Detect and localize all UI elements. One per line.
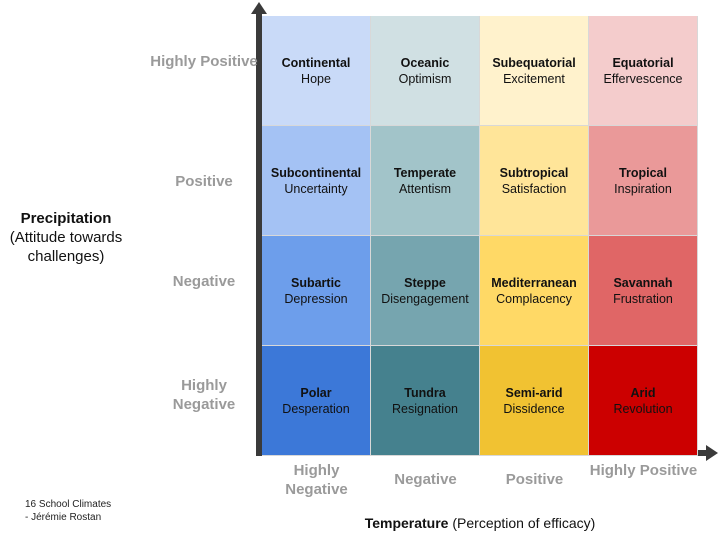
cell-subtitle: Frustration [613, 291, 673, 306]
cell-equatorial: Equatorial Effervescence [589, 16, 698, 126]
cell-title: Polar [300, 385, 332, 400]
cell-title: Oceanic [400, 55, 450, 70]
x-axis-title-sub: (Perception of efficacy) [452, 515, 596, 531]
cell-title: Subcontinental [270, 165, 362, 180]
cell-oceanic: Oceanic Optimism [371, 16, 480, 126]
cell-tundra: Tundra Resignation [371, 346, 480, 456]
y-axis-line [256, 12, 262, 456]
cell-subtitle: Complacency [496, 291, 572, 306]
cell-subtitle: Satisfaction [501, 181, 567, 196]
cell-subtitle: Revolution [613, 401, 673, 416]
cell-subtitle: Dissidence [503, 401, 565, 416]
cell-title: Continental [281, 55, 351, 70]
credit: 16 School Climates - Jérémie Rostan [25, 498, 111, 524]
cell-steppe: Steppe Disengagement [371, 236, 480, 346]
credit-line-1: 16 School Climates [25, 499, 112, 510]
cell-temperate: Temperate Attentism [371, 126, 480, 236]
cell-arid: Arid Revolution [589, 346, 698, 456]
x-label-highly-positive: Highly Positive [589, 462, 698, 479]
cell-title: Arid [630, 385, 656, 400]
x-axis-title-main: Temperature [364, 515, 449, 531]
cell-subtitle: Uncertainty [284, 181, 348, 196]
cell-title: Savannah [613, 275, 673, 290]
y-axis-title-main: Precipitation [20, 210, 112, 227]
cell-tropical: Tropical Inspiration [589, 126, 698, 236]
climate-grid: Continental Hope Oceanic Optimism Subequ… [262, 16, 698, 456]
cell-subcontinental: Subcontinental Uncertainty [262, 126, 371, 236]
cell-title: Subtropical [499, 165, 569, 180]
cell-subtitle: Disengagement [381, 291, 469, 306]
cell-semi-arid: Semi-arid Dissidence [480, 346, 589, 456]
cell-title: Equatorial [612, 55, 674, 70]
y-label-highly-positive: Highly Positive [150, 53, 258, 70]
cell-subtitle: Desperation [282, 401, 350, 416]
x-axis-title: Temperature (Perception of efficacy) [262, 514, 698, 532]
cell-title: Tundra [404, 385, 446, 400]
cell-subtitle: Optimism [398, 71, 452, 86]
cell-title: Semi-arid [505, 385, 563, 400]
cell-savannah: Savannah Frustration [589, 236, 698, 346]
cell-title: Temperate [393, 165, 457, 180]
cell-subtitle: Effervescence [603, 71, 683, 86]
credit-line-2: - Jérémie Rostan [25, 512, 102, 523]
cell-subtitle: Attentism [398, 181, 452, 196]
x-label-positive: Positive [505, 471, 564, 488]
x-label-negative: Negative [394, 471, 457, 488]
y-axis-title: Precipitation (Attitude towards challeng… [0, 209, 132, 266]
y-label-positive: Positive [175, 173, 233, 190]
cell-subtropical: Subtropical Satisfaction [480, 126, 589, 236]
x-label-highly-negative: Highly Negative [285, 462, 348, 498]
cell-subartic: Subartic Depression [262, 236, 371, 346]
cell-mediterranean: Mediterranean Complacency [480, 236, 589, 346]
cell-subtitle: Resignation [391, 401, 458, 416]
cell-title: Subequatorial [492, 55, 576, 70]
cell-subtitle: Inspiration [614, 181, 672, 196]
y-label-highly-negative: Highly Negative [172, 377, 236, 413]
y-label-negative: Negative [172, 273, 236, 290]
cell-title: Steppe [404, 275, 446, 290]
cell-subequatorial: Subequatorial Excitement [480, 16, 589, 126]
y-axis-arrow-icon [251, 2, 267, 14]
cell-title: Subartic [290, 275, 341, 290]
cell-title: Tropical [619, 165, 667, 180]
cell-subtitle: Hope [301, 71, 331, 86]
cell-title: Mediterranean [491, 275, 577, 290]
x-axis-arrow-icon [706, 445, 718, 461]
cell-subtitle: Excitement [503, 71, 565, 86]
y-axis-title-sub: (Attitude towards challenges) [9, 229, 123, 265]
cell-continental: Continental Hope [262, 16, 371, 126]
cell-subtitle: Depression [284, 291, 348, 306]
cell-polar: Polar Desperation [262, 346, 371, 456]
